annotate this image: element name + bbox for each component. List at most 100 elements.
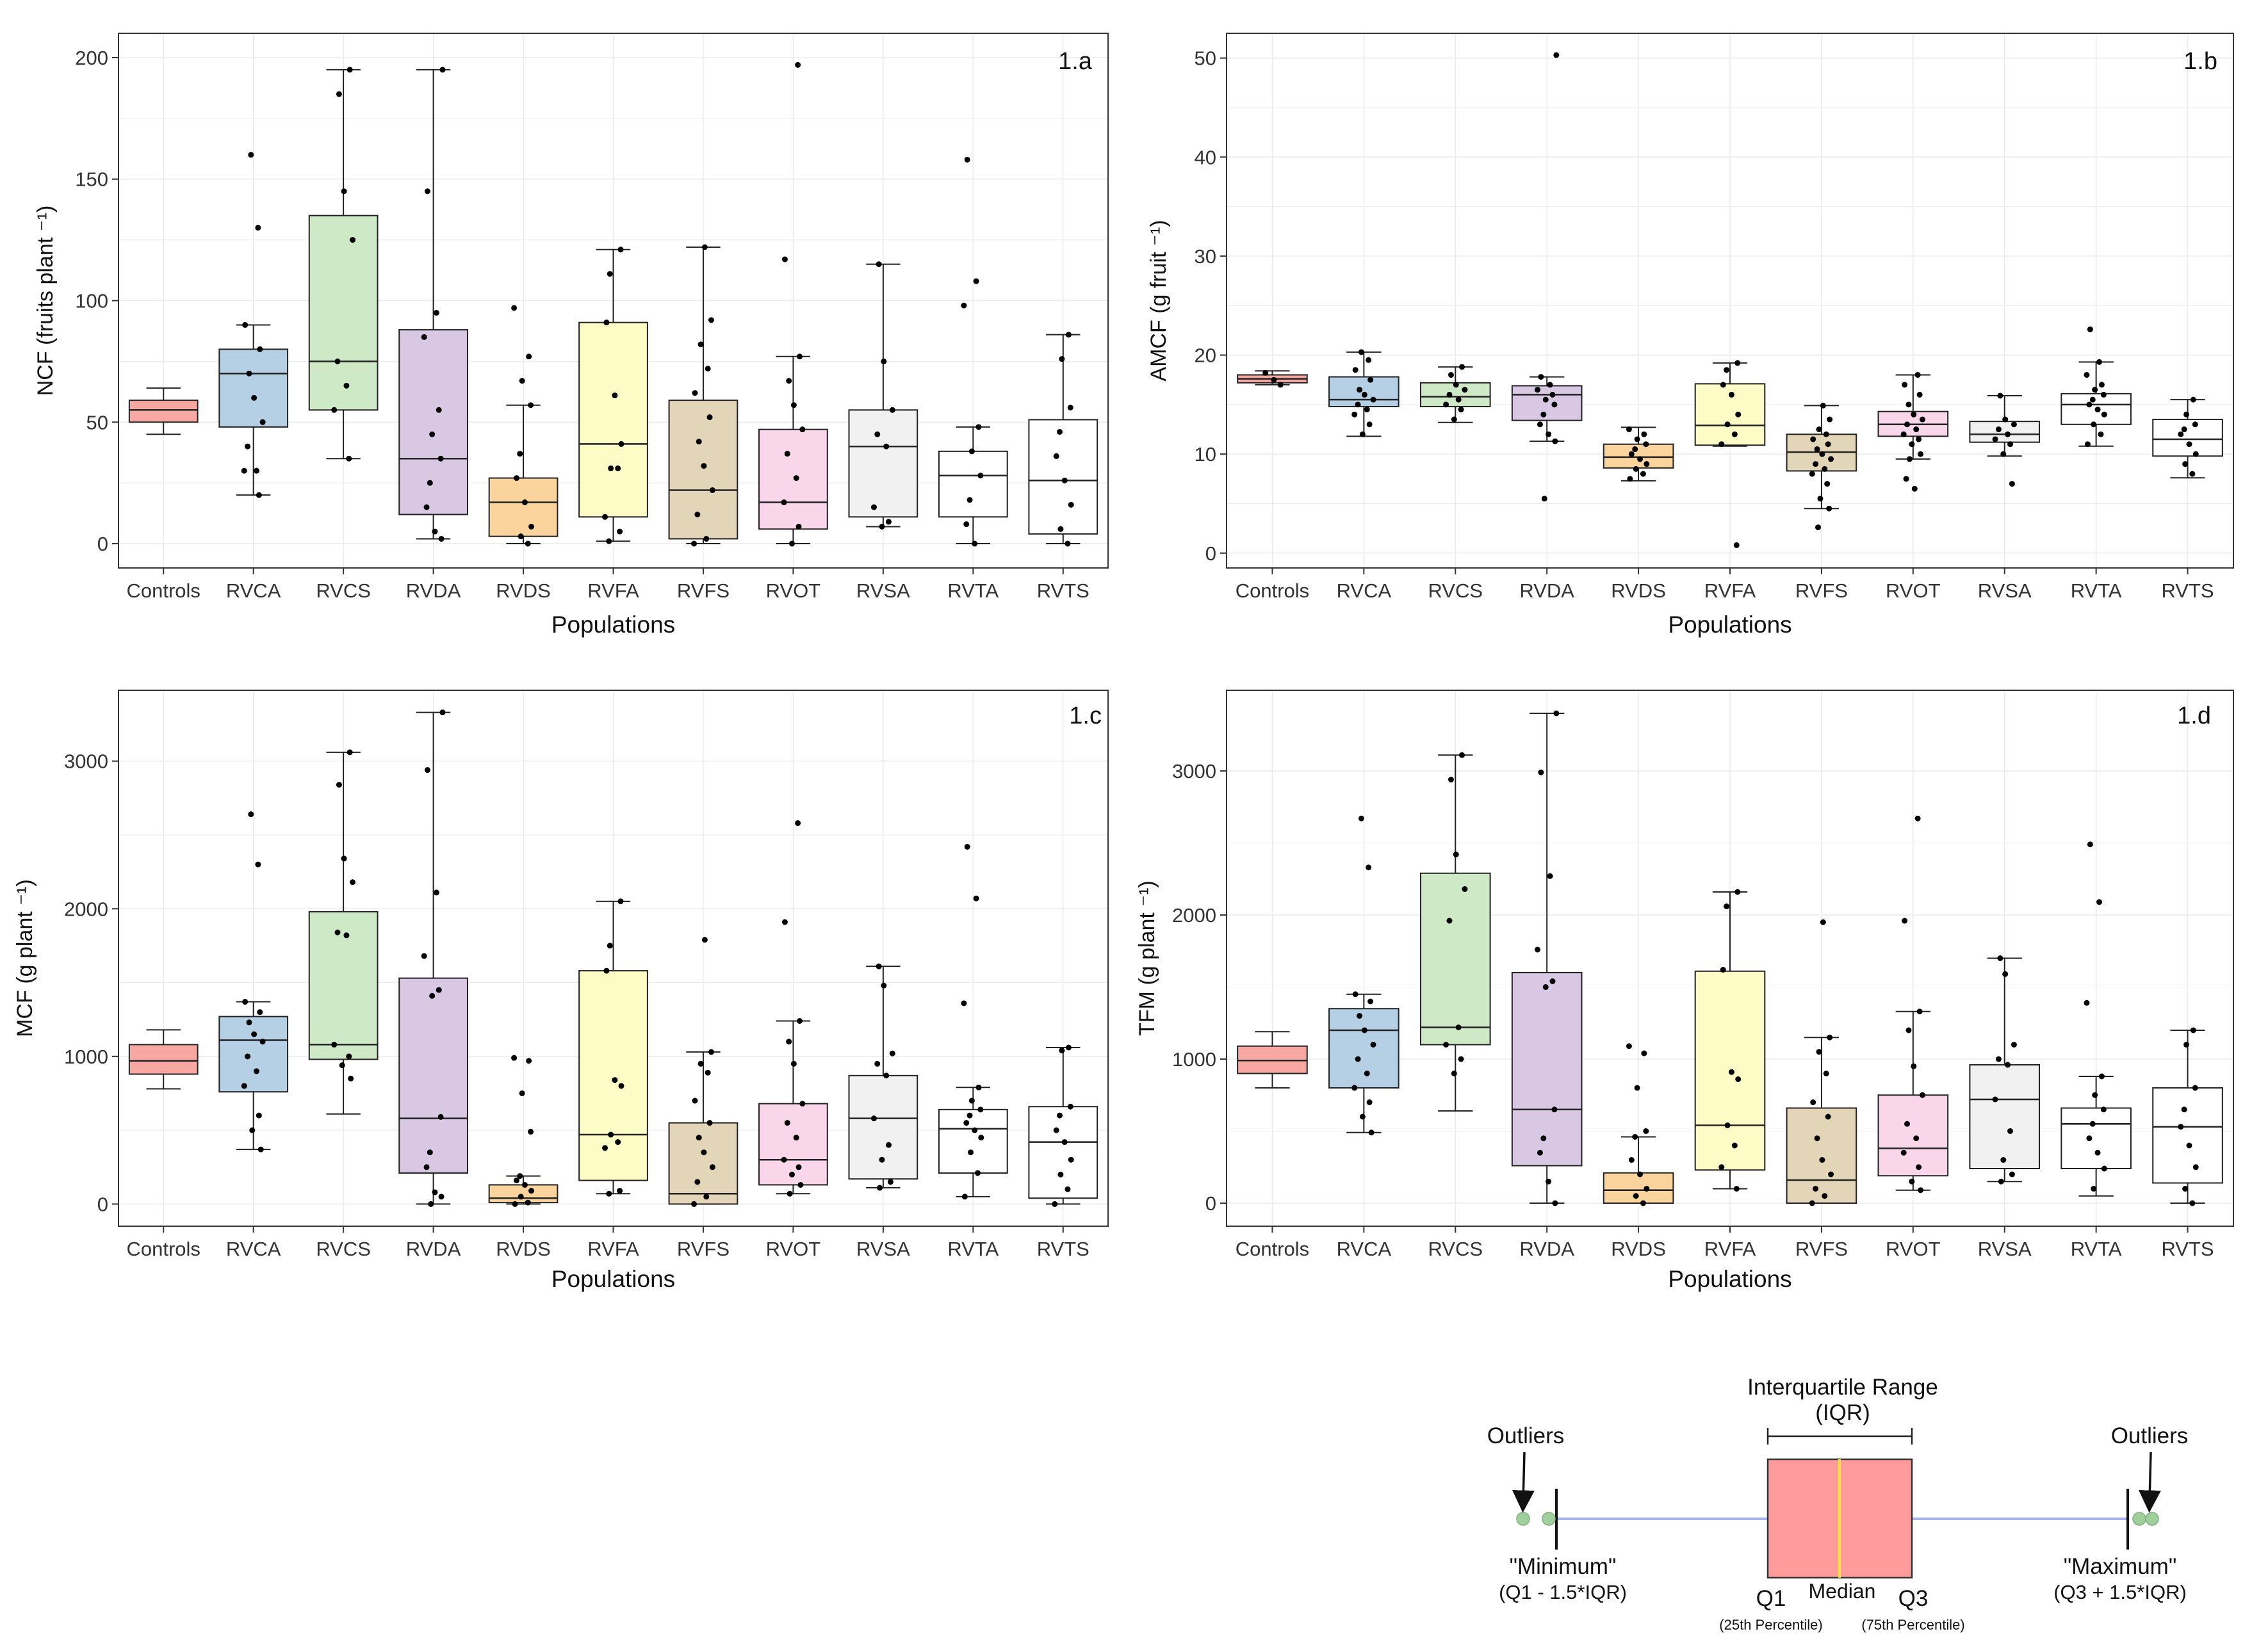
data-point — [1448, 371, 1454, 378]
data-point — [1995, 1056, 2002, 1062]
data-point — [350, 237, 356, 243]
data-point — [2096, 899, 2103, 905]
data-point — [1364, 407, 1370, 413]
data-point — [887, 1179, 893, 1185]
data-point — [256, 492, 262, 498]
data-point — [1462, 387, 1468, 393]
data-point — [347, 749, 353, 756]
data-point — [438, 1194, 445, 1200]
data-point — [1911, 411, 1917, 417]
box-iqr — [1969, 421, 2041, 443]
data-point — [525, 1199, 531, 1206]
data-point — [602, 1145, 608, 1151]
data-point — [1814, 446, 1820, 452]
box-iqr — [578, 970, 648, 1181]
data-point — [964, 843, 970, 850]
data-point — [1909, 1178, 1915, 1185]
data-point — [334, 929, 341, 935]
data-point — [1918, 1187, 1924, 1194]
data-point — [874, 431, 881, 437]
data-point — [1823, 1071, 1829, 1076]
data-point — [705, 1069, 711, 1076]
box-rvda — [1511, 52, 1583, 502]
data-point — [874, 1060, 881, 1067]
box-controls — [1237, 1031, 1308, 1089]
box-rvca — [1328, 349, 1399, 437]
data-point — [1459, 752, 1465, 758]
data-point — [788, 1171, 795, 1178]
data-point — [967, 497, 973, 503]
data-point — [1537, 1149, 1543, 1156]
box-iqr — [1028, 1106, 1098, 1199]
data-point — [870, 1115, 877, 1122]
x-tick-label: RVCA — [226, 579, 281, 602]
data-point — [1828, 1171, 1834, 1178]
box-rvfs — [668, 937, 738, 1207]
data-point — [1819, 1157, 1825, 1163]
data-point — [1720, 382, 1726, 388]
data-point — [1632, 446, 1638, 452]
data-point — [1626, 1043, 1632, 1049]
data-point — [961, 302, 967, 309]
data-point — [615, 465, 621, 471]
data-point — [886, 519, 892, 525]
data-point — [248, 152, 254, 158]
box-rvca — [218, 152, 289, 498]
data-point — [1900, 1149, 1907, 1156]
data-point — [1992, 1096, 1998, 1103]
data-point — [1905, 1027, 1912, 1033]
data-point — [2186, 441, 2192, 448]
data-point — [1728, 391, 1734, 398]
data-point — [1640, 471, 1646, 477]
data-point — [1056, 428, 1063, 435]
data-point — [1720, 967, 1726, 973]
x-tick-label: RVTS — [1037, 579, 1089, 602]
data-point — [2005, 431, 2011, 437]
data-point — [2084, 441, 2091, 448]
box-iqr — [938, 1108, 1008, 1174]
data-point — [421, 953, 427, 959]
data-point — [1358, 349, 1364, 355]
data-point — [2094, 1149, 2101, 1156]
data-point — [1828, 456, 1834, 462]
data-point — [259, 419, 266, 425]
legend-maximum-label: "Maximum" — [2064, 1554, 2177, 1579]
data-point — [1453, 852, 1459, 857]
data-point — [1827, 416, 1833, 423]
data-point — [709, 487, 715, 494]
data-point — [606, 1190, 612, 1197]
y-tick-label: 150 — [75, 168, 108, 191]
box-rvts — [2152, 396, 2223, 479]
data-point — [977, 1106, 984, 1113]
data-point — [248, 811, 254, 818]
data-point — [1918, 451, 1924, 457]
gridlines — [1227, 33, 2233, 568]
data-point — [2087, 326, 2093, 332]
data-point — [781, 256, 788, 263]
data-point — [1053, 1127, 1059, 1133]
data-point — [961, 1194, 968, 1200]
data-point — [1724, 367, 1730, 373]
data-point — [1734, 889, 1741, 895]
data-point — [341, 855, 347, 862]
data-point — [528, 402, 534, 409]
box-iqr — [218, 348, 289, 428]
data-point — [525, 540, 531, 547]
data-point — [1462, 886, 1468, 892]
data-point — [608, 465, 614, 471]
box-rvsa — [848, 261, 918, 530]
data-point — [1061, 477, 1068, 483]
data-point — [1823, 431, 1829, 437]
data-point — [429, 431, 436, 437]
legend-outliers-left-label: Outliers — [1487, 1423, 1565, 1448]
box-iqr — [578, 321, 648, 518]
data-point — [696, 439, 702, 445]
legend-outlier-arrow-left — [1512, 1452, 1535, 1513]
data-point — [2181, 426, 2187, 433]
data-point — [603, 968, 610, 974]
data-point — [790, 1060, 797, 1067]
data-point — [1538, 374, 1544, 380]
x-tick-label: RVDA — [1519, 579, 1574, 602]
data-point — [1535, 387, 1541, 393]
data-point — [1628, 1157, 1635, 1163]
